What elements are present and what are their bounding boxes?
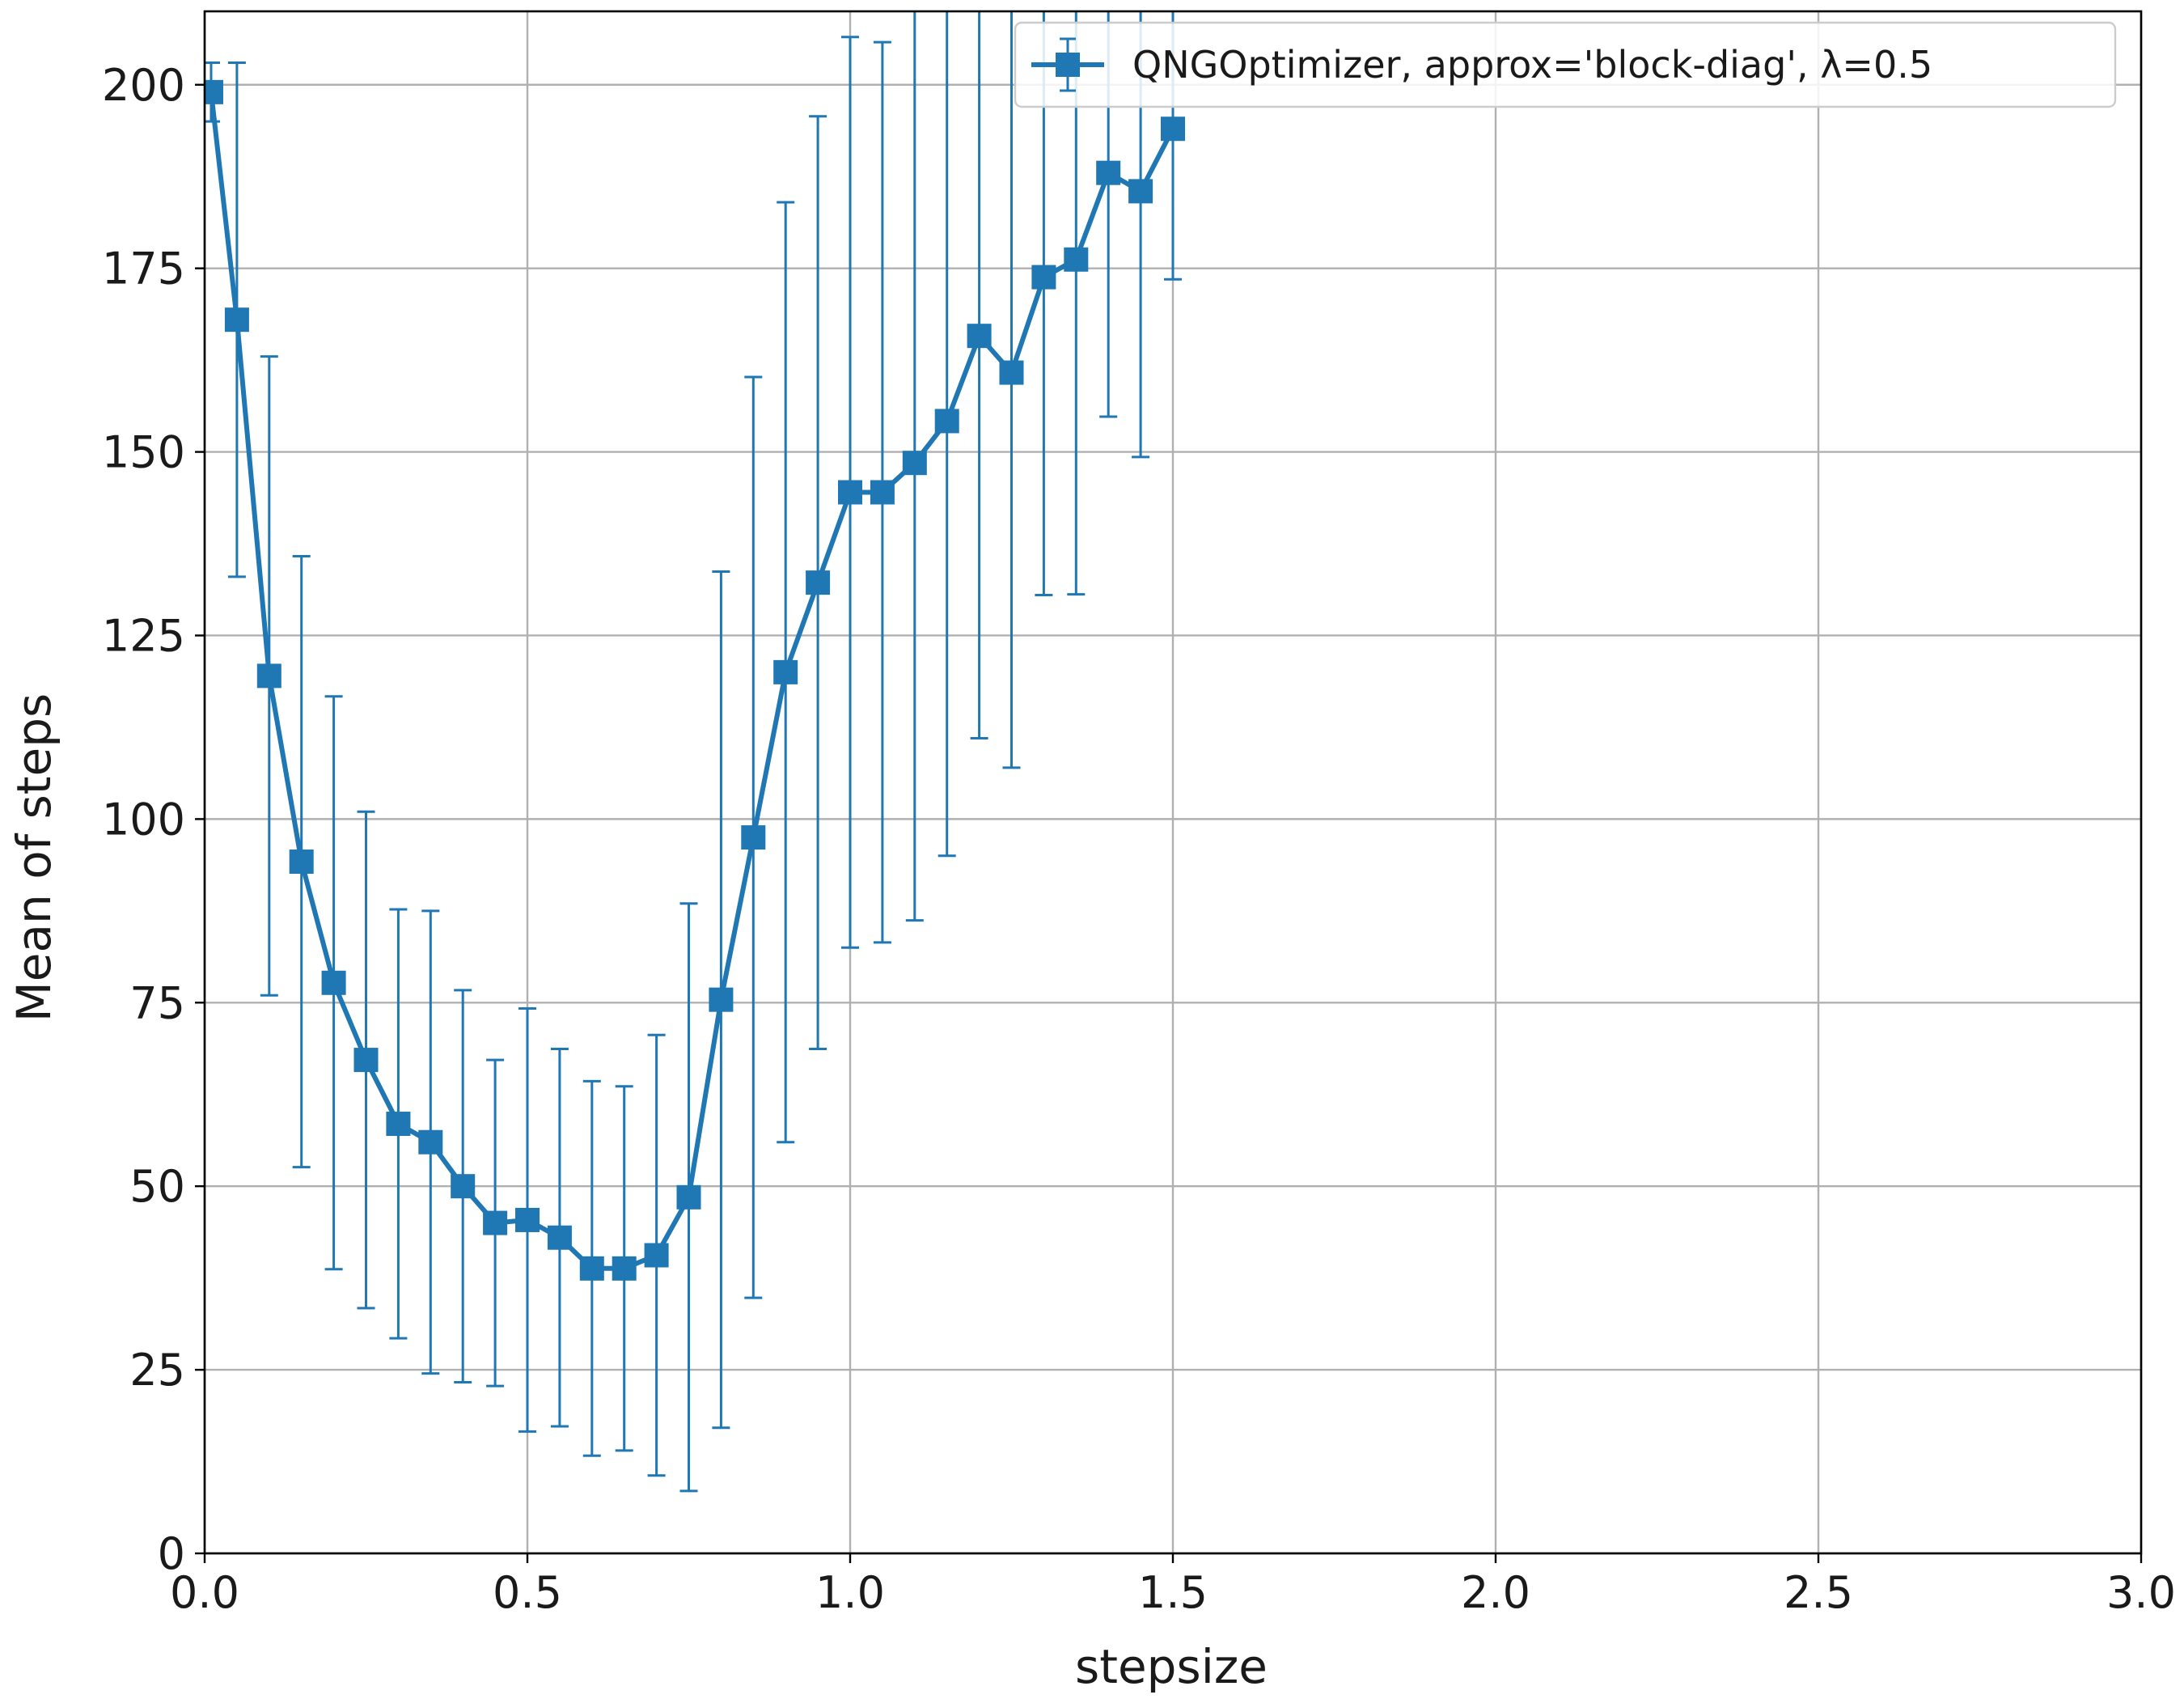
data-point — [612, 1256, 637, 1281]
data-point — [418, 1129, 443, 1155]
legend-box — [1014, 21, 2117, 108]
series-layer — [205, 11, 1185, 1493]
data-point — [1064, 247, 1089, 272]
data-point — [773, 659, 798, 684]
x-tick-label: 0.5 — [493, 1567, 562, 1618]
y-tick-label: 25 — [129, 1345, 185, 1396]
x-axis-label: stepsize — [1075, 1639, 1268, 1694]
data-point — [806, 570, 831, 595]
legend-label: QNGOptimizer, approx='block-diag', λ=0.5 — [1132, 43, 1932, 87]
data-point — [289, 850, 314, 875]
data-point — [1128, 179, 1153, 204]
data-point — [515, 1207, 540, 1232]
data-point — [741, 825, 766, 850]
data-point — [709, 987, 734, 1012]
data-point — [451, 1174, 476, 1199]
data-point — [224, 307, 249, 333]
data-point — [676, 1184, 701, 1210]
data-point — [1096, 160, 1121, 185]
data-point — [902, 451, 927, 476]
data-point — [1031, 265, 1056, 290]
data-point — [934, 409, 959, 434]
data-point — [483, 1210, 508, 1235]
x-tick-label: 1.5 — [1138, 1567, 1208, 1618]
x-tick-label: 1.0 — [815, 1567, 885, 1618]
legend-marker — [1056, 53, 1080, 77]
data-point — [1161, 117, 1185, 142]
y-tick-label: 175 — [102, 244, 185, 294]
data-point — [547, 1225, 572, 1250]
y-tick-label: 200 — [102, 60, 185, 111]
data-point — [386, 1112, 411, 1137]
data-point — [870, 480, 895, 505]
y-tick-label: 100 — [102, 794, 185, 845]
grid — [203, 11, 2143, 1555]
data-point — [321, 970, 346, 995]
data-point — [579, 1256, 604, 1281]
x-tick-label: 2.5 — [1784, 1567, 1853, 1618]
x-tick-label: 0.0 — [170, 1567, 239, 1618]
data-point — [353, 1048, 379, 1073]
y-tick-label: 150 — [102, 427, 185, 478]
axes: 0.0 0.5 1.0 1.5 2.0 2.5 3.0 0 25 50 75 100 125 150 175… — [102, 10, 2176, 1618]
legend: QNGOptimizer, approx='block-diag', λ=0.5 — [1014, 21, 2117, 108]
data-point — [999, 360, 1024, 385]
y-axis-label: Mean of steps — [6, 693, 61, 1022]
y-tick-label: 0 — [158, 1528, 185, 1579]
plot-frame — [203, 10, 2143, 1555]
data-point — [967, 324, 992, 349]
data-point — [256, 663, 281, 688]
x-tick-label: 3.0 — [2106, 1567, 2176, 1618]
x-tick-label: 2.0 — [1461, 1567, 1530, 1618]
y-tick-label: 75 — [129, 977, 185, 1028]
data-point — [644, 1243, 669, 1268]
y-tick-label: 50 — [129, 1161, 185, 1212]
data-point — [838, 480, 862, 505]
y-tick-label: 125 — [102, 610, 185, 661]
data-point — [205, 79, 223, 104]
